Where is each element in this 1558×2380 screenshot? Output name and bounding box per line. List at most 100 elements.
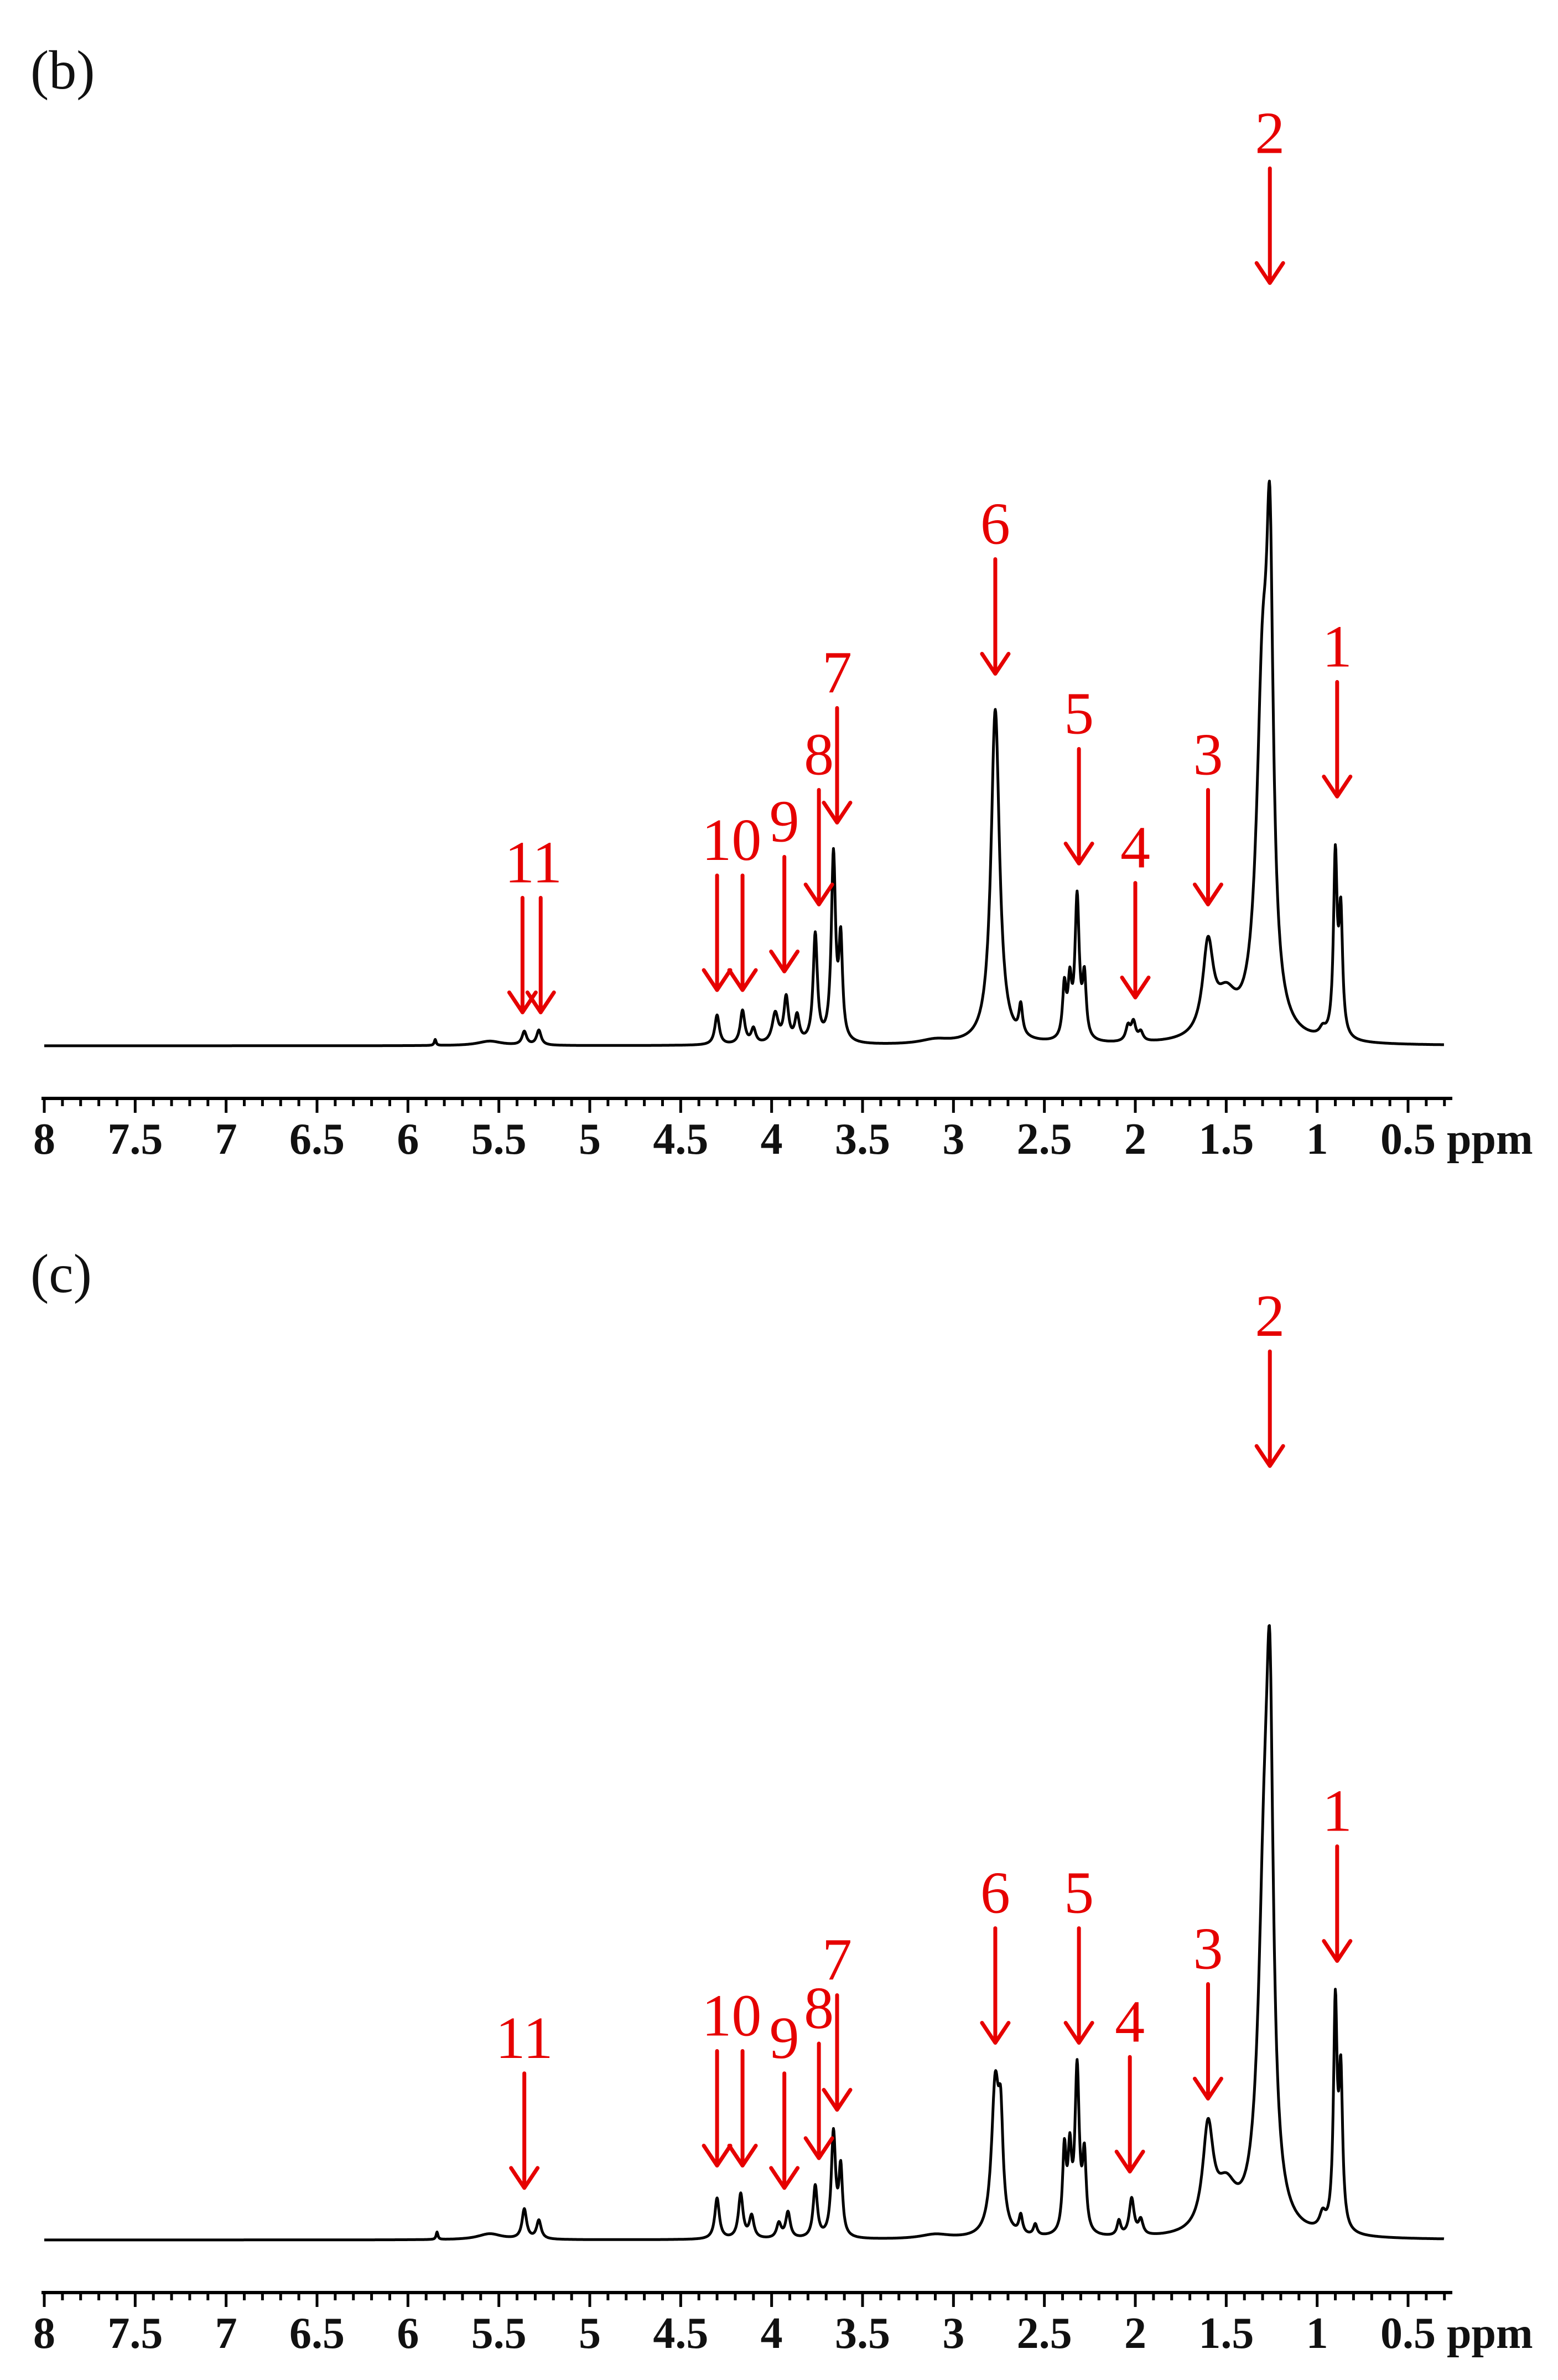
peak-arrow <box>1063 746 1094 865</box>
x-tick-label: 1 <box>1306 2309 1328 2358</box>
peak-label: 3 <box>1193 722 1223 787</box>
peak-arrow <box>980 557 1011 676</box>
x-tick-label: 3.5 <box>835 1115 890 1164</box>
peak-annotation-9: 9 <box>769 2005 800 2190</box>
peak-arrow <box>509 2071 540 2190</box>
peak-label: 9 <box>770 789 799 855</box>
peak-arrow <box>769 2071 800 2190</box>
peak-annotation-3: 3 <box>1192 722 1223 906</box>
spectrum-line <box>43 1624 1445 2242</box>
peak-arrow <box>1322 680 1353 798</box>
peak-label: 8 <box>804 1975 834 2041</box>
peak-arrow <box>727 873 758 992</box>
panel-label: (c) <box>30 1243 92 1304</box>
peak-label: 2 <box>1255 1283 1285 1349</box>
peak-annotation-4: 4 <box>1120 815 1151 1000</box>
peak-label: 7 <box>822 640 852 706</box>
peak-annotation-1: 1 <box>1322 1778 1353 1963</box>
peak-arrow <box>507 895 538 1014</box>
peak-annotation-5: 5 <box>1063 1860 1094 2045</box>
x-tick-label: 0.5 <box>1380 2309 1436 2358</box>
x-tick-label: 7.5 <box>107 2309 163 2358</box>
x-tick-label: 8 <box>33 1115 55 1164</box>
x-unit-label: ppm <box>1447 2309 1533 2358</box>
peak-annotation-8: 8 <box>803 722 834 906</box>
peak-annotation-8: 8 <box>803 1975 834 2160</box>
peak-annotation-9: 9 <box>769 789 800 973</box>
peak-annotation-3: 3 <box>1192 1916 1223 2101</box>
peak-annotation-11: 11 <box>496 2005 553 2190</box>
x-tick-label: 6 <box>397 2309 419 2358</box>
peak-annotation-10: 10 <box>702 807 761 992</box>
x-tick-label: 5 <box>579 1115 601 1164</box>
peak-arrow <box>980 1926 1011 2045</box>
peak-arrow <box>769 855 800 973</box>
peak-annotation-1: 1 <box>1322 614 1353 798</box>
spectrum-panel-c: (c) 8 7.5 7 6.5 6 5.5 5 4.5 4 3.5 3 2.5 2 1.5 1 0.5 ppm 1 2… <box>30 1243 1533 2358</box>
peak-annotation-7: 7 <box>822 1927 853 2112</box>
peak-label: 1 <box>1322 614 1352 680</box>
peak-annotation-11: 11 <box>505 829 562 1014</box>
peak-arrow <box>1120 881 1151 1000</box>
peak-annotation-6: 6 <box>980 491 1011 676</box>
peak-arrow <box>822 706 853 825</box>
peak-annotation-7: 7 <box>822 640 853 825</box>
peak-arrow <box>525 895 556 1014</box>
peak-label: 10 <box>702 1983 761 2049</box>
x-tick-label: 4 <box>761 2309 783 2358</box>
x-tick-label: 2.5 <box>1017 2309 1072 2358</box>
x-tick-label: 3 <box>942 1115 964 1164</box>
x-tick-label: 1 <box>1306 1115 1328 1164</box>
x-tick-label: 5.5 <box>471 1115 527 1164</box>
peak-label: 11 <box>505 829 562 895</box>
x-tick-label: 4.5 <box>653 1115 708 1164</box>
peak-annotation-6: 6 <box>980 1860 1011 2045</box>
peak-label: 5 <box>1064 1860 1094 1926</box>
x-tick-label: 0.5 <box>1380 1115 1436 1164</box>
peak-label: 10 <box>702 807 761 873</box>
x-tick-label: 7.5 <box>107 1115 163 1164</box>
peak-annotation-4: 4 <box>1114 1989 1145 2174</box>
peak-arrow <box>1192 1982 1223 2101</box>
spectrum-line <box>43 479 1445 1048</box>
x-tick-label: 6.5 <box>289 1115 345 1164</box>
peak-label: 2 <box>1255 100 1285 166</box>
peak-label: 5 <box>1064 681 1094 746</box>
x-tick-label: 3.5 <box>835 2309 890 2358</box>
peak-arrow <box>1254 1349 1285 1468</box>
x-tick-label: 2 <box>1124 2309 1146 2358</box>
x-tick-label: 7 <box>215 1115 237 1164</box>
peak-arrow <box>1322 1844 1353 1963</box>
peak-label: 8 <box>804 722 834 787</box>
x-tick-label: 4 <box>761 1115 783 1164</box>
x-tick-label: 3 <box>942 2309 964 2358</box>
peak-arrow <box>702 873 733 992</box>
peak-annotation-2: 2 <box>1254 100 1285 285</box>
peak-label: 1 <box>1322 1778 1352 1844</box>
peak-label: 3 <box>1193 1916 1223 1982</box>
peak-arrow <box>822 1993 853 2112</box>
peak-annotation-10: 10 <box>702 1983 761 2168</box>
x-tick-label: 5.5 <box>471 2309 527 2358</box>
x-tick-label: 5 <box>579 2309 601 2358</box>
peak-arrow <box>1192 787 1223 906</box>
peak-arrow <box>803 2041 834 2160</box>
spectrum-panel-b: (b) 8 7.5 7 6.5 6 5.5 5 4.5 4 3.5 3 2.5 2 1.5 1 0.5 ppm 1 2… <box>30 39 1533 1164</box>
peak-annotation-5: 5 <box>1063 681 1094 865</box>
x-tick-label: 6.5 <box>289 2309 345 2358</box>
x-tick-label: 1.5 <box>1198 1115 1254 1164</box>
peak-arrow <box>1254 166 1285 285</box>
x-tick-label: 2 <box>1124 1115 1146 1164</box>
peak-label: 4 <box>1120 815 1150 881</box>
panel-label: (b) <box>30 39 95 101</box>
peak-label: 4 <box>1115 1989 1145 2055</box>
x-tick-label: 1.5 <box>1198 2309 1254 2358</box>
x-tick-label: 6 <box>397 1115 419 1164</box>
peak-arrow <box>727 2049 758 2168</box>
peak-annotation-2: 2 <box>1254 1283 1285 1468</box>
peak-arrow <box>803 787 834 906</box>
x-tick-label: 4.5 <box>653 2309 708 2358</box>
x-tick-label: 2.5 <box>1017 1115 1072 1164</box>
peak-arrow <box>1114 2055 1145 2174</box>
